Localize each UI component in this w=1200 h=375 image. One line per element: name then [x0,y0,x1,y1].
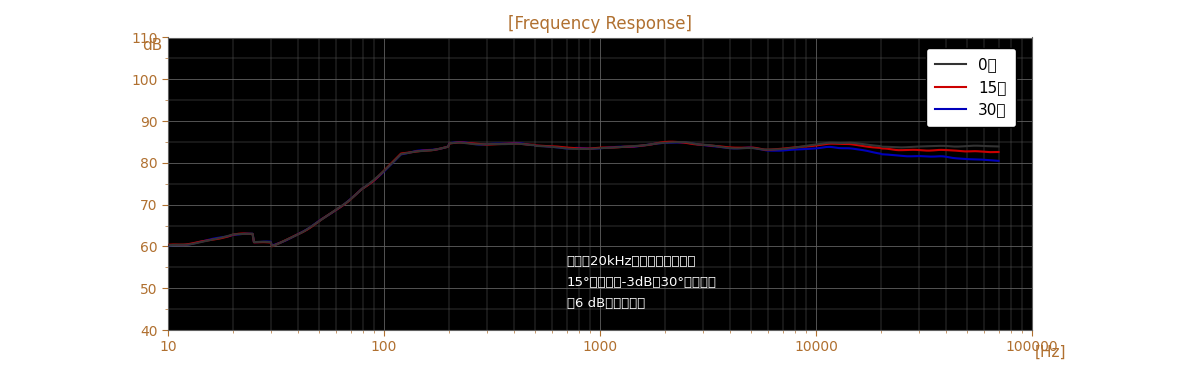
Text: dB: dB [142,38,162,52]
Text: [Hz]: [Hz] [1034,345,1066,360]
Legend: 0度, 15度, 30度: 0度, 15度, 30度 [926,48,1015,127]
Title: [Frequency Response]: [Frequency Response] [508,15,692,33]
Text: 高帯域20kHz付近で軸上から、
15°外れても-3dB、30°外れても
－6 dB以下の違い: 高帯域20kHz付近で軸上から、 15°外れても-3dB、30°外れても －6 … [566,255,716,310]
